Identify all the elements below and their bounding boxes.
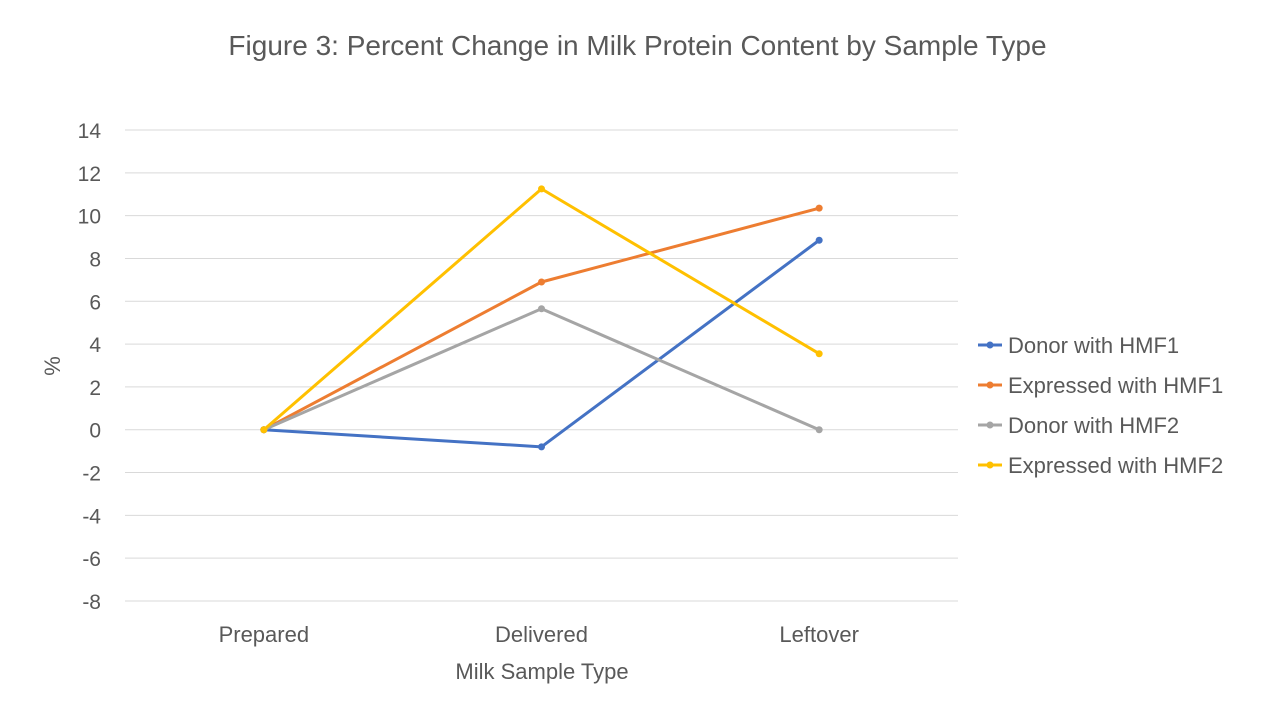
data-point (538, 185, 545, 193)
legend-label: Donor with HMF1 (1008, 333, 1179, 358)
legend-entry: Donor with HMF1 (978, 333, 1179, 358)
data-point (538, 278, 545, 286)
legend-entry: Donor with HMF2 (978, 413, 1179, 438)
series-line (262, 307, 821, 432)
legend-marker (986, 381, 994, 389)
legend-marker (986, 421, 994, 429)
data-point (815, 236, 823, 244)
data-point (815, 426, 823, 434)
series-2 (260, 204, 823, 434)
gridlines (125, 129, 958, 602)
legend-entry: Expressed with HMF2 (978, 453, 1223, 478)
series-3 (260, 305, 823, 434)
data-point (260, 426, 268, 434)
y-tick-label: 12 (78, 163, 101, 186)
y-tick-label: 0 (89, 420, 101, 443)
y-axis-tick-labels: -8 -6 -4 -2 0 2 4 6 8 10 12 14 (78, 120, 102, 614)
y-tick-label: -2 (82, 463, 101, 486)
legend-label: Donor with HMF2 (1008, 413, 1179, 438)
y-tick-label: 14 (78, 120, 102, 143)
x-tick-label: Prepared (219, 622, 310, 647)
legend-label: Expressed with HMF2 (1008, 453, 1223, 478)
y-tick-label: 2 (89, 377, 101, 400)
x-tick-label: Leftover (779, 622, 859, 647)
x-axis-label: Milk Sample Type (455, 659, 628, 684)
x-tick-label: Delivered (495, 622, 588, 647)
y-tick-label: 8 (89, 248, 101, 271)
series-1 (260, 236, 823, 451)
series-line (262, 238, 821, 449)
data-point (815, 350, 823, 358)
series-4 (260, 185, 823, 434)
legend-label: Expressed with HMF1 (1008, 373, 1223, 398)
y-tick-label: 6 (89, 291, 101, 314)
x-axis-tick-labels: Prepared Delivered Leftover (219, 622, 859, 647)
data-point (815, 204, 823, 212)
y-tick-label: 10 (78, 206, 101, 229)
legend-entry: Expressed with HMF1 (978, 373, 1223, 398)
series-line (262, 206, 821, 432)
y-axis-label: % (40, 356, 65, 376)
y-tick-label: 4 (89, 334, 101, 357)
y-tick-label: -6 (82, 548, 101, 571)
series-lines (260, 185, 823, 451)
legend-marker (986, 461, 994, 469)
y-tick-label: -8 (82, 591, 101, 614)
data-point (538, 305, 545, 313)
y-tick-label: -4 (82, 505, 101, 528)
legend: Donor with HMF1 Expressed with HMF1 Donor … (978, 333, 1223, 478)
legend-marker (986, 341, 994, 349)
chart-title: Figure 3: Percent Change in Milk Protein… (228, 30, 1047, 61)
data-point (538, 443, 545, 451)
